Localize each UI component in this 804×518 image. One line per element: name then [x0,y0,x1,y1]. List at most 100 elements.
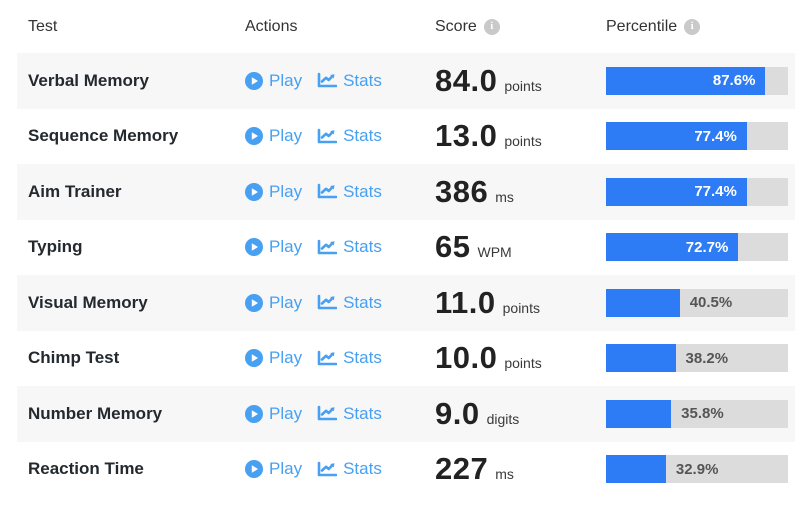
results-table: Test Actions Score i Percentile i Verbal… [17,0,795,497]
score-cell: 10.0 points [435,340,606,376]
percentile-bar-track: 87.6% [606,66,788,95]
percentile-cell: 40.5% [606,288,788,317]
play-link-label: Play [269,70,303,90]
percentile-bar-track: 77.4% [606,177,788,206]
play-circle-icon [245,127,263,146]
actions-cell: Play Stats [245,237,435,257]
percentile-cell: 77.4% [606,122,788,151]
stats-link[interactable]: Stats [317,348,382,368]
score-unit: points [504,355,542,372]
play-link[interactable]: Play [245,293,302,313]
line-chart-icon [317,183,338,200]
table-row: Aim Trainer Play [17,164,795,220]
score-value: 84.0 [435,62,498,98]
line-chart-icon [317,239,338,256]
test-name: Verbal Memory [28,70,149,90]
column-header-score: Score i [435,18,606,36]
play-circle-icon [245,238,263,257]
line-chart-icon [317,405,338,422]
play-circle-icon [245,349,263,368]
percentile-cell: 77.4% [606,177,788,206]
play-link[interactable]: Play [245,126,302,146]
test-name: Reaction Time [28,459,144,479]
score-cell: 9.0 digits [435,396,606,432]
stats-link-label: Stats [343,292,382,312]
stats-link[interactable]: Stats [317,237,382,257]
stats-link[interactable]: Stats [317,459,382,479]
play-link-label: Play [269,348,303,368]
percentile-bar-fill: 87.6% [606,66,766,95]
play-link[interactable]: Play [245,459,302,479]
test-name: Visual Memory [28,292,148,312]
percentile-bar-track: 35.8% [606,399,788,428]
score-header-label: Score [435,17,477,35]
table-row: Reaction Time Play [17,442,795,498]
percentile-cell: 32.9% [606,455,788,484]
score-unit: points [502,299,540,316]
percentile-label: 77.4% [694,183,737,201]
percentile-bar-track: 77.4% [606,122,788,151]
stats-link[interactable]: Stats [317,182,382,202]
actions-cell: Play Stats [245,459,435,479]
percentile-label: 87.6% [712,72,756,90]
play-link[interactable]: Play [245,348,302,368]
score-value: 13.0 [435,118,498,154]
score-cell: 65 WPM [435,229,606,265]
percentile-bar-fill: 77.4% [606,177,747,206]
percentile-cell: 38.2% [606,344,788,373]
actions-cell: Play Stats [245,71,435,91]
score-value: 65 [435,229,471,265]
play-link-label: Play [269,181,303,201]
percentile-bar-track: 32.9% [606,455,788,484]
percentile-bar-fill: 72.7% [606,233,739,262]
stats-link[interactable]: Stats [317,293,382,313]
percentile-bar-fill [606,288,680,317]
column-header-percentile: Percentile i [606,18,788,36]
stats-link-label: Stats [343,70,382,90]
play-circle-icon [245,293,263,312]
play-link[interactable]: Play [245,404,302,424]
play-link[interactable]: Play [245,237,302,257]
stats-link[interactable]: Stats [317,71,382,91]
percentile-bar-fill [606,344,676,373]
table-header: Test Actions Score i Percentile i [17,0,795,53]
play-link[interactable]: Play [245,182,302,202]
actions-cell: Play Stats [245,404,435,424]
stats-link-label: Stats [343,348,382,368]
score-cell: 386 ms [435,174,606,210]
stats-link[interactable]: Stats [317,126,382,146]
stats-link[interactable]: Stats [317,404,382,424]
score-unit: ms [495,466,514,483]
percentile-label: 77.4% [694,127,737,145]
play-link-label: Play [269,292,303,312]
test-name: Sequence Memory [28,126,179,146]
play-link-label: Play [269,237,303,257]
column-header-test: Test [28,18,245,36]
line-chart-icon [317,72,338,89]
score-value: 386 [435,173,489,209]
test-name: Typing [28,237,83,257]
info-icon[interactable]: i [684,18,701,35]
play-link[interactable]: Play [245,71,302,91]
score-cell: 11.0 points [435,285,606,321]
score-unit: digits [486,410,520,427]
score-value: 9.0 [435,395,480,431]
percentile-label: 35.8% [681,405,724,423]
play-circle-icon [245,71,263,90]
percentile-label: 32.9% [675,460,719,478]
score-value: 11.0 [435,284,496,320]
percentile-bar-fill: 77.4% [606,122,747,151]
test-name: Aim Trainer [28,181,122,201]
score-cell: 13.0 points [435,118,606,154]
percentile-cell: 35.8% [606,399,788,428]
stats-link-label: Stats [343,181,382,201]
table-row: Verbal Memory Play [17,53,795,109]
info-icon[interactable]: i [483,18,500,35]
actions-cell: Play Stats [245,182,435,202]
play-link-label: Play [269,459,303,479]
score-value: 10.0 [435,340,498,376]
table-row: Sequence Memory Play [17,109,795,165]
stats-link-label: Stats [343,126,382,146]
test-name: Number Memory [28,403,163,423]
play-circle-icon [245,460,263,479]
